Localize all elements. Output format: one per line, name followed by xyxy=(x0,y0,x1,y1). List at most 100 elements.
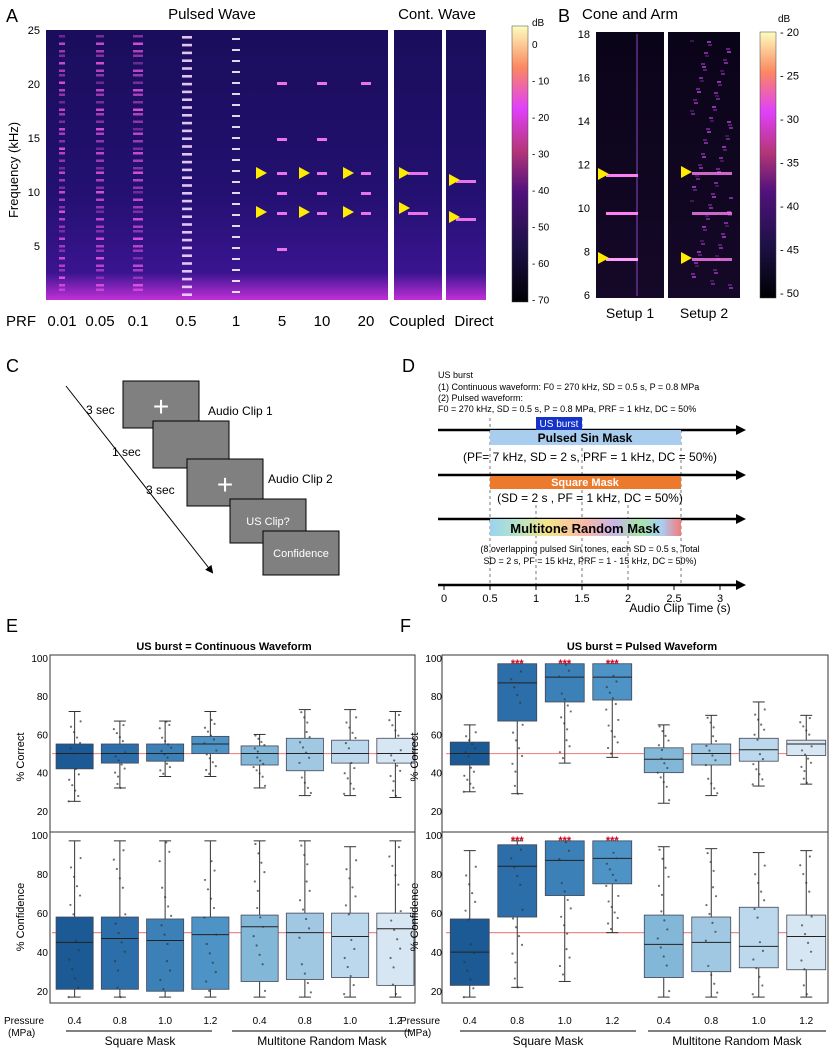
data-point xyxy=(214,764,217,768)
data-point xyxy=(261,963,264,966)
data-point xyxy=(75,736,79,739)
data-point xyxy=(752,958,755,961)
spectral-line xyxy=(96,159,104,162)
pressure-value: 1.2 xyxy=(203,1016,217,1027)
data-point xyxy=(605,884,608,887)
data-point xyxy=(664,734,667,737)
chart-e-confidence: 100 80 60 40 20 xyxy=(31,831,415,999)
time-tick: 0.5 xyxy=(482,593,497,605)
data-point xyxy=(800,959,803,962)
data-point xyxy=(255,944,258,947)
data-point xyxy=(663,919,666,922)
box xyxy=(738,906,779,969)
prf-value: 20 xyxy=(358,313,375,330)
data-point xyxy=(301,746,305,749)
data-point xyxy=(344,904,348,907)
data-point xyxy=(159,769,162,772)
data-point xyxy=(205,753,208,756)
data-point xyxy=(164,896,167,899)
spectral-line xyxy=(133,191,143,194)
data-point xyxy=(123,950,126,953)
data-point xyxy=(397,713,401,717)
panel-d-letter: D xyxy=(402,356,415,376)
data-point xyxy=(158,860,161,863)
data-point xyxy=(263,989,267,992)
spectral-line xyxy=(133,93,143,96)
data-point xyxy=(77,986,80,989)
ytick-label: 80 xyxy=(431,870,443,881)
data-point xyxy=(113,771,117,774)
spectral-line xyxy=(232,148,240,150)
data-point xyxy=(613,735,616,738)
spectral-line xyxy=(361,172,371,175)
data-point xyxy=(615,857,618,860)
data-point xyxy=(261,775,264,778)
data-point xyxy=(260,740,263,744)
data-point xyxy=(466,778,469,781)
spectral-line xyxy=(96,264,104,267)
box xyxy=(55,743,94,770)
data-point xyxy=(72,913,75,916)
box xyxy=(285,737,324,772)
data-point xyxy=(517,747,521,750)
colorbar-b-tick: - 40 xyxy=(780,201,799,213)
spectral-line xyxy=(456,180,476,183)
spectral-line xyxy=(96,62,104,65)
spectral-line xyxy=(232,115,240,117)
data-point xyxy=(561,757,565,760)
spectral-line xyxy=(133,210,143,213)
data-point xyxy=(69,903,72,907)
box xyxy=(497,663,538,722)
ytick-label: 100 xyxy=(425,831,442,842)
spectral-line xyxy=(59,152,65,155)
data-point xyxy=(305,730,308,734)
data-point xyxy=(119,995,122,999)
data-point xyxy=(516,986,519,989)
spectral-line xyxy=(59,140,65,143)
data-point xyxy=(605,708,608,711)
data-point xyxy=(657,744,661,747)
data-point xyxy=(161,886,164,889)
spectral-line xyxy=(96,225,104,228)
data-point xyxy=(516,693,519,697)
us-clip-question: US Clip? xyxy=(246,516,289,528)
ytick-label: 20 xyxy=(431,807,443,818)
b-ytick: 6 xyxy=(584,290,590,302)
data-point xyxy=(713,982,716,985)
data-point xyxy=(472,786,475,789)
data-point xyxy=(511,917,515,920)
panel-c: C + + US Clip? Confidence Audio Clip 1 A… xyxy=(6,356,340,576)
box xyxy=(376,737,415,764)
box xyxy=(146,918,185,992)
spectral-line xyxy=(96,198,104,201)
data-point xyxy=(665,964,668,967)
panel-b-title: Cone and Arm xyxy=(582,6,678,23)
data-point xyxy=(252,935,255,938)
data-point xyxy=(389,774,392,778)
spectral-line xyxy=(232,181,240,183)
data-point xyxy=(215,933,218,936)
data-point xyxy=(121,740,124,743)
data-point xyxy=(355,859,358,862)
data-point xyxy=(209,734,213,737)
panel-e-ylabel-correct: % Correct xyxy=(15,733,27,782)
spectral-line xyxy=(317,82,327,85)
data-point xyxy=(304,917,308,921)
duration-3: 3 sec xyxy=(146,483,175,497)
spectral-line xyxy=(59,206,65,209)
yellow-marker-icon xyxy=(256,206,267,218)
data-point xyxy=(800,924,804,927)
data-point xyxy=(609,927,613,931)
data-point xyxy=(755,967,758,970)
spectral-line xyxy=(133,132,143,135)
data-point xyxy=(511,731,515,734)
data-point xyxy=(467,755,470,758)
spectral-line xyxy=(182,168,192,172)
spectral-line xyxy=(408,212,428,215)
plus-icon-2: + xyxy=(217,469,233,500)
data-point xyxy=(802,984,805,987)
time-axis-ticks: 0 0.5 1 1.5 2 2.5 3 xyxy=(441,585,723,605)
data-point xyxy=(463,960,466,964)
data-point xyxy=(566,704,569,707)
